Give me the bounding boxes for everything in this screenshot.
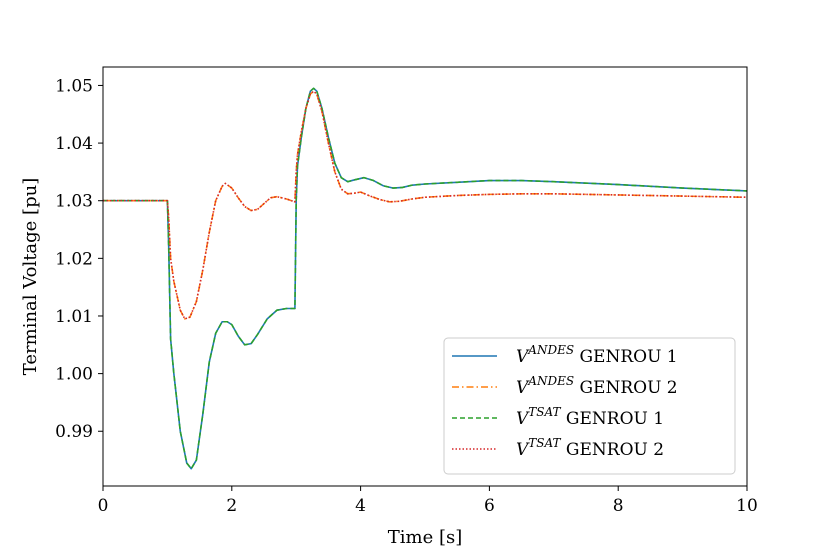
y-tick-label: 1.02 <box>55 249 93 269</box>
legend-label: VTSAT GENROU 1 <box>516 405 664 429</box>
x-tick-label: 0 <box>98 496 109 516</box>
legend-label: VANDES GENROU 2 <box>516 374 678 398</box>
legend-label: VANDES GENROU 1 <box>516 343 678 367</box>
x-axis-label: Time [s] <box>388 527 463 548</box>
x-tick-label: 2 <box>226 496 237 516</box>
legend: VANDES GENROU 1 VANDES GENROU 2 VTSAT GENR… <box>443 337 736 475</box>
axes-layer: 0 2 4 6 8 10 0.99 1.00 1.01 1.02 1.03 1.04 1.05 Time … <box>20 66 758 548</box>
series-layer <box>103 87 748 470</box>
series-line-4 <box>103 90 748 320</box>
y-tick-label: 1.05 <box>55 76 93 96</box>
plot-frame <box>102 66 748 487</box>
y-tick-label: 1.01 <box>55 307 93 327</box>
x-tick-label: 4 <box>355 496 366 516</box>
x-tick-label: 8 <box>613 496 624 516</box>
series-line-3 <box>103 87 748 470</box>
legend-label: VTSAT GENROU 2 <box>516 436 664 460</box>
y-tick-label: 1.00 <box>55 365 93 385</box>
x-tick-label: 10 <box>736 496 758 516</box>
y-tick-label: 1.04 <box>55 134 93 154</box>
y-axis-label: Terminal Voltage [pu] <box>20 178 41 375</box>
y-tick-label: 1.03 <box>55 192 93 212</box>
x-tick-label: 6 <box>484 496 495 516</box>
legend-box <box>443 337 736 475</box>
y-tick-label: 0.99 <box>55 422 93 442</box>
